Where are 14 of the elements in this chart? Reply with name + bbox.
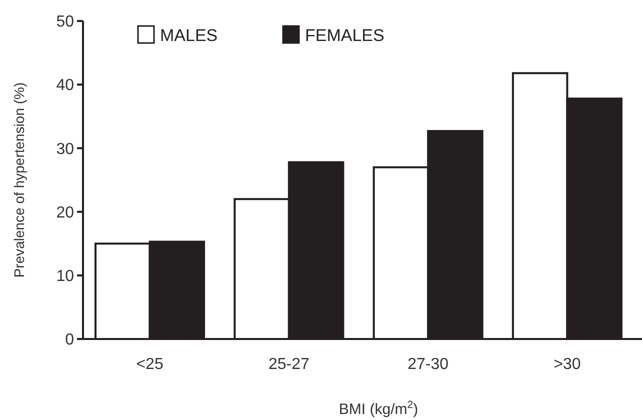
y-axis-title: Prevalence of hypertension (%) — [11, 82, 27, 278]
y-tick-label: 20 — [56, 204, 74, 222]
x-tick-label: 27-30 — [408, 356, 449, 373]
y-tick-label: 40 — [56, 77, 74, 94]
y-tick-label: 0 — [65, 332, 74, 349]
y-tick-label: 50 — [56, 14, 74, 31]
legend-label: MALES — [160, 26, 218, 45]
x-axis-title: BMI (kg/m$^{2}$) — [338, 399, 418, 418]
legend-label: FEMALES — [305, 26, 384, 45]
x-tick-label: 25-27 — [268, 356, 310, 373]
y-tick-label: 30 — [56, 140, 74, 158]
x-tick-label: >30 — [554, 356, 581, 373]
x-tick-label: <25 — [136, 356, 164, 373]
y-tick-label: 10 — [56, 268, 74, 285]
